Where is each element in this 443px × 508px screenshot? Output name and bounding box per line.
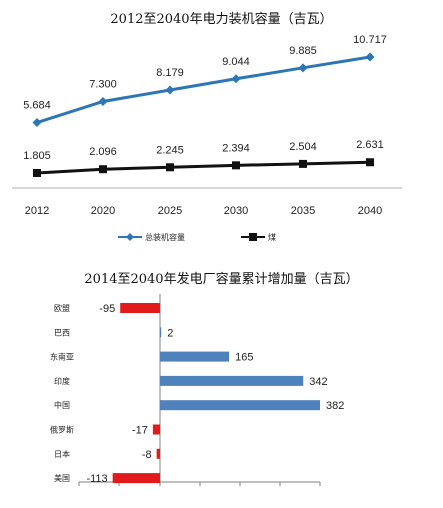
data-point-marker: [231, 74, 241, 84]
category-label: 美国: [54, 473, 70, 483]
data-label: 5.684: [23, 100, 51, 112]
bar: [112, 473, 160, 484]
data-point-marker: [166, 163, 174, 172]
x-tick-label: 2012: [25, 205, 49, 217]
series-line-1: [36, 55, 371, 124]
bar: [160, 375, 304, 386]
data-label: 165: [235, 352, 253, 364]
data-label: 8.179: [156, 67, 184, 79]
x-tick-label: 2040: [358, 205, 382, 217]
category-label: 巴西: [54, 328, 70, 337]
bar: [120, 303, 160, 313]
series-line-2: [36, 160, 371, 175]
category-label: 印度: [54, 376, 70, 386]
line-chart-title: 2012至2040年电力装机容量（吉瓦）: [110, 12, 333, 27]
bar: [156, 448, 160, 459]
data-label: 2.504: [289, 141, 317, 153]
data-point-marker: [98, 96, 108, 106]
x-tick-label: 2035: [291, 205, 315, 217]
data-point-marker: [99, 165, 107, 174]
category-label: 日本: [54, 449, 70, 459]
x-tick-label: 2030: [224, 205, 248, 217]
data-label: 342: [309, 376, 327, 388]
data-label: 2.245: [156, 144, 184, 156]
bar: [160, 327, 162, 338]
bar: [152, 424, 160, 435]
data-point-marker: [232, 161, 240, 170]
data-label: 9.044: [222, 56, 250, 68]
legend-marker: [126, 233, 134, 241]
bar: [160, 400, 320, 411]
category-label: 中国: [54, 400, 70, 410]
category-label: 欧盟: [54, 303, 70, 313]
data-label: -113: [86, 473, 107, 485]
data-label: 382: [326, 400, 344, 412]
data-label: 1.805: [23, 150, 51, 162]
bar-chart-title: 2014至2040年发电厂容量累计增加量（吉瓦）: [84, 272, 359, 287]
data-label: 2.096: [89, 146, 117, 158]
bar-chart: 欧盟 -95 巴西 2 东南亚 165 印度 342 中国 382 俄罗斯 -17 日本 -8 美国 -113: [50, 294, 344, 486]
data-point-marker: [365, 52, 375, 62]
data-label: 2.394: [222, 142, 250, 154]
data-label: -95: [99, 303, 115, 315]
data-point-marker: [366, 158, 374, 167]
x-tick-label: 2025: [158, 205, 182, 217]
data-label: 2.631: [356, 139, 384, 151]
data-point-marker: [165, 85, 175, 95]
x-tick-label: 2020: [91, 205, 115, 217]
legend-marker: [249, 233, 257, 241]
legend-label: 总装机容量: [145, 232, 185, 242]
data-label: 7.300: [89, 78, 117, 90]
data-point-marker: [33, 169, 41, 177]
line-chart: 2012 2020 2025 2030 2035 2040 5.684 7.300 8.179 9…: [12, 34, 402, 242]
data-point-marker: [32, 118, 42, 128]
legend-label: 煤: [268, 232, 276, 242]
category-label: 俄罗斯: [50, 425, 74, 435]
data-point-marker: [299, 159, 307, 168]
data-point-marker: [298, 63, 308, 73]
data-label: 2: [167, 327, 173, 339]
category-label: 东南亚: [50, 352, 74, 362]
data-label: -17: [132, 425, 148, 437]
data-label: -8: [142, 449, 152, 461]
data-label: 9.885: [289, 45, 317, 57]
data-label: 10.717: [353, 34, 387, 46]
bar: [160, 351, 230, 362]
